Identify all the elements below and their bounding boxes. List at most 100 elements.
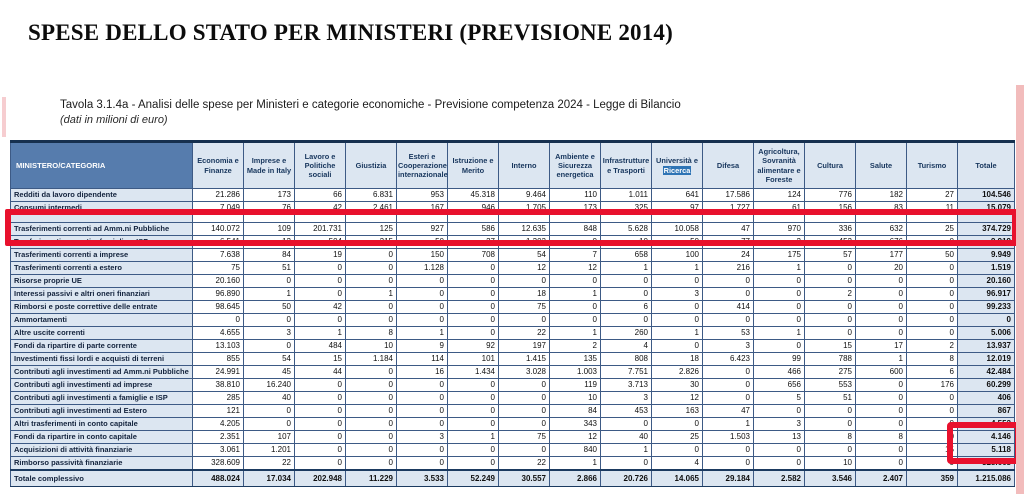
value-cell: 0 — [294, 391, 346, 405]
value-cell: 0 — [345, 430, 397, 444]
value-cell: 3 — [753, 417, 805, 431]
value-cell: 8 — [345, 326, 397, 340]
value-cell: 0 — [345, 274, 397, 288]
row-label: Trasferimenti correnti ad Amm.ni Pubblic… — [10, 222, 193, 236]
row-label: Trasferimenti correnti a estero — [10, 261, 193, 275]
separator-row — [10, 214, 1015, 223]
value-cell: 101 — [447, 352, 499, 366]
value-cell: 40 — [243, 391, 295, 405]
value-cell: 13.937 — [957, 339, 1015, 353]
value-cell — [804, 214, 856, 223]
table-row: Consumi intermedi 7.049 76 42 2.461 167 946 1.7… — [10, 201, 1015, 215]
value-cell: 0 — [855, 456, 907, 471]
value-cell: 12 — [651, 391, 703, 405]
value-cell: 600 — [855, 365, 907, 379]
value-cell: 0 — [396, 274, 448, 288]
value-cell: 776 — [804, 188, 856, 202]
value-cell: 0 — [702, 456, 754, 471]
value-cell: 0 — [702, 378, 754, 392]
value-cell: 215 — [345, 235, 397, 249]
value-cell: 1 — [753, 261, 805, 275]
value-cell: 150 — [396, 248, 448, 262]
value-cell: 1 — [243, 287, 295, 301]
value-cell: 77 — [702, 235, 754, 249]
value-cell: 6.831 — [345, 188, 397, 202]
value-cell: 30 — [651, 378, 703, 392]
value-cell: 374.729 — [957, 222, 1015, 236]
row-label: Altre uscite correnti — [10, 326, 193, 340]
right-edge-strip — [1016, 85, 1024, 494]
value-cell: 0 — [855, 274, 907, 288]
value-cell: 61 — [753, 201, 805, 215]
value-cell: 0 — [447, 378, 499, 392]
value-cell: 452 — [804, 235, 856, 249]
value-cell: 51 — [804, 391, 856, 405]
value-cell: 0 — [702, 274, 754, 288]
value-cell: 0 — [702, 443, 754, 457]
row-label: Redditi da lavoro dipendente — [10, 188, 193, 202]
table-row: Redditi da lavoro dipendente 21.286 173 66 6… — [10, 188, 1015, 202]
value-cell: 0 — [906, 261, 958, 275]
value-cell: 0 — [906, 287, 958, 301]
value-cell: 0 — [855, 391, 907, 405]
table-row: Investimenti fissi lordi e acquisti di t… — [10, 352, 1015, 366]
value-cell: 5.006 — [957, 326, 1015, 340]
value-cell: 1 — [702, 417, 754, 431]
value-cell: 45 — [243, 365, 295, 379]
table-row: Trasferimenti correnti a estero 75 51 0 0 1.1… — [10, 261, 1015, 275]
value-cell: 2.461 — [345, 201, 397, 215]
value-cell: 0 — [396, 391, 448, 405]
row-label: Interessi passivi e altri oneri finanzia… — [10, 287, 193, 301]
value-cell: 16 — [396, 365, 448, 379]
value-cell: 97 — [651, 201, 703, 215]
value-cell: 0 — [906, 326, 958, 340]
value-cell: 0 — [447, 443, 499, 457]
value-cell: 1 — [396, 326, 448, 340]
value-cell: 0 — [651, 274, 703, 288]
value-cell: 7.751 — [600, 365, 652, 379]
value-cell: 1.128 — [396, 261, 448, 275]
value-cell: 1 — [651, 261, 703, 275]
value-cell: 0 — [345, 391, 397, 405]
value-cell: 359 — [906, 469, 958, 487]
value-cell: 29.184 — [702, 469, 754, 487]
value-cell: 0 — [753, 274, 805, 288]
value-cell: 4.655 — [192, 326, 244, 340]
header-row: MINISTERO/CATEGORIA Economia e Finanze Im… — [10, 140, 1015, 189]
value-cell: 1.415 — [498, 352, 550, 366]
value-cell: 0 — [702, 287, 754, 301]
value-cell: 0 — [600, 287, 652, 301]
value-cell: 788 — [804, 352, 856, 366]
value-cell: 100 — [651, 248, 703, 262]
value-cell: 42 — [294, 300, 346, 314]
value-cell: 0 — [498, 404, 550, 418]
value-cell: 0 — [345, 313, 397, 327]
row-label: Contributi agli investimenti ad Amm.ni P… — [10, 365, 193, 379]
row-label: Altri trasferimenti in conto capitale — [10, 417, 193, 431]
value-cell: 0 — [855, 404, 907, 418]
total-row: Totale complessivo 488.024 17.034 202.948 11… — [10, 469, 1015, 487]
value-cell: 107 — [243, 430, 295, 444]
value-cell: 21.286 — [192, 188, 244, 202]
value-cell: 2 — [549, 339, 601, 353]
value-cell: 0 — [396, 300, 448, 314]
value-cell: 0 — [447, 326, 499, 340]
value-cell: 12 — [243, 235, 295, 249]
value-cell: 260 — [600, 326, 652, 340]
value-cell: 414 — [702, 300, 754, 314]
value-cell: 84 — [549, 404, 601, 418]
value-cell: 2.351 — [192, 430, 244, 444]
value-cell: 99 — [753, 352, 805, 366]
value-cell: 3.533 — [396, 469, 448, 487]
value-cell: 9.464 — [498, 188, 550, 202]
value-cell: 0 — [753, 339, 805, 353]
value-cell: 0 — [396, 456, 448, 471]
value-cell: 2.826 — [651, 365, 703, 379]
value-cell: 0 — [702, 365, 754, 379]
value-cell: 0 — [906, 313, 958, 327]
value-cell: 1 — [600, 443, 652, 457]
row-label — [10, 214, 193, 223]
row-label: Fondi da ripartire di parte corrente — [10, 339, 193, 353]
value-cell: 0 — [294, 404, 346, 418]
value-cell: 0 — [447, 456, 499, 471]
